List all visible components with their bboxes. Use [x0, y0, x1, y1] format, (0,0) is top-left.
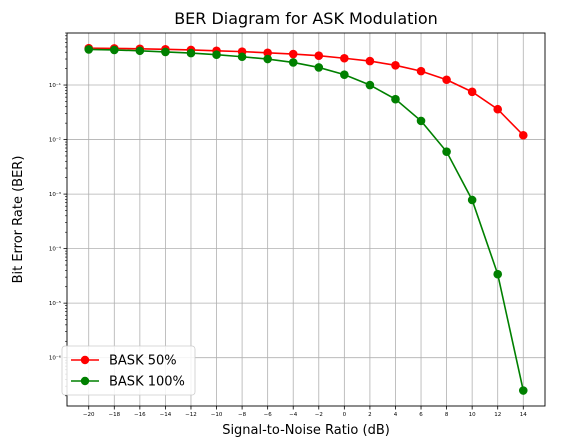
- series-group: [84, 43, 528, 395]
- x-tick-label: 14: [520, 412, 527, 418]
- legend-label-bask-100: BASK 100%: [109, 375, 185, 390]
- y-tick-label: 10⁻²: [49, 137, 61, 144]
- legend-label-bask-50: BASK 50%: [109, 354, 177, 369]
- plot-frame: [66, 32, 546, 407]
- x-tick-label: 10: [469, 412, 476, 418]
- x-tick-label: −10: [211, 412, 223, 418]
- data-point: [442, 147, 451, 156]
- data-point: [237, 52, 247, 62]
- data-point: [518, 130, 528, 140]
- data-point: [467, 87, 477, 97]
- data-point: [212, 50, 221, 59]
- series-line-0: [88, 47, 524, 136]
- data-point: [161, 47, 170, 57]
- y-axis-label: Bit Error Rate (BER): [11, 156, 26, 284]
- legend-marker-bask-100: [80, 376, 90, 386]
- data-point: [263, 48, 272, 58]
- y-tick-label: 10⁻¹: [49, 82, 61, 89]
- data-point: [416, 66, 426, 76]
- x-tick-label: 4: [394, 412, 398, 418]
- x-tick-label: 2: [368, 412, 372, 418]
- legend: BASK 50% BASK 100%: [61, 345, 196, 396]
- x-tick-label: −14: [160, 412, 172, 418]
- x-tick-label: 8: [445, 412, 449, 418]
- x-tick-label: −12: [185, 412, 197, 418]
- data-point: [493, 269, 503, 279]
- data-point: [391, 61, 400, 70]
- data-point: [442, 75, 451, 85]
- x-tick-label: −20: [83, 412, 95, 418]
- data-point: [518, 386, 528, 395]
- y-tick-label: 10⁻⁵: [49, 300, 61, 307]
- y-tick-label: 10⁻⁴: [49, 246, 62, 253]
- data-point: [467, 195, 477, 205]
- x-tick-label: −4: [289, 412, 298, 418]
- x-tick-label: −2: [315, 412, 323, 418]
- x-tick-label: −18: [108, 412, 120, 418]
- grid-lines: [67, 33, 545, 406]
- y-axis-ticks: 10⁻⁶ 10⁻⁵ 10⁻⁴ 10⁻³ 10⁻² 10⁻¹: [49, 32, 67, 397]
- data-point: [340, 70, 349, 79]
- x-tick-label: −16: [134, 412, 146, 418]
- data-point: [263, 54, 272, 64]
- data-point: [288, 58, 298, 67]
- x-tick-label: 6: [419, 412, 423, 418]
- legend-box: [61, 345, 196, 396]
- x-tick-label: 12: [494, 412, 501, 418]
- data-point: [493, 104, 503, 114]
- data-point: [314, 63, 324, 72]
- data-point: [84, 45, 94, 54]
- data-point: [186, 48, 196, 58]
- x-tick-label: −6: [264, 412, 273, 418]
- data-point: [109, 45, 119, 55]
- x-axis-ticks: −20 −18 −16 −14 −12 −10 −8 −6 −4 −2 0 2 4 6 8 10 12 14: [83, 406, 527, 418]
- x-tick-label: 0: [343, 412, 347, 418]
- y-tick-label: 10⁻⁶: [49, 355, 62, 362]
- legend-marker-bask-50: [80, 355, 90, 365]
- x-tick-label: −8: [238, 412, 247, 418]
- data-point: [365, 80, 375, 90]
- chart-title: BER Diagram for ASK Modulation: [174, 9, 438, 28]
- data-point: [135, 46, 145, 56]
- data-point: [391, 94, 400, 104]
- x-axis-label: Signal-to-Noise Ratio (dB): [222, 423, 390, 438]
- data-point: [340, 53, 349, 63]
- data-point: [365, 56, 375, 66]
- data-point: [288, 49, 298, 59]
- data-point: [416, 116, 426, 126]
- y-tick-label: 10⁻³: [49, 191, 61, 198]
- data-point: [314, 51, 324, 61]
- series-line-1: [88, 48, 525, 391]
